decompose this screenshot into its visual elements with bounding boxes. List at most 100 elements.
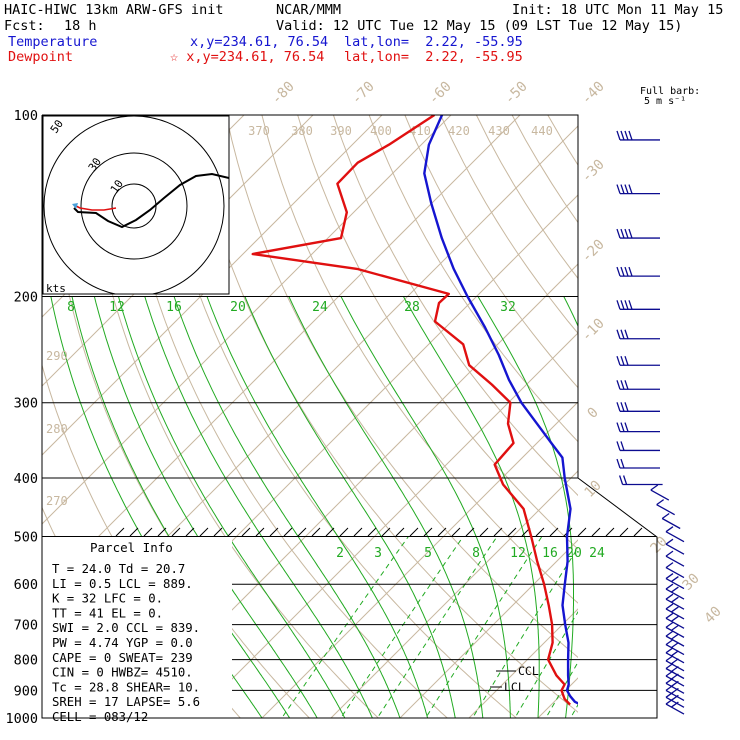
freezing-tick (129, 527, 139, 537)
mixing-ratio-line (570, 703, 578, 718)
wind-barb (616, 402, 660, 412)
wind-barb (665, 550, 685, 567)
parcel-info-row: SWI = 2.0 CCL = 839. (52, 621, 200, 635)
mixing-ratio-label: 12 (510, 546, 526, 561)
freezing-tick (339, 527, 349, 537)
hodograph-ring-label-10: 10 (108, 177, 126, 195)
parcel-info-title: Parcel Info (90, 540, 173, 555)
freezing-tick (143, 527, 153, 537)
wind-barb (665, 655, 685, 672)
dry-adiabat-line (261, 115, 578, 604)
isotherm-line (330, 470, 578, 718)
mixing-ratio-line (376, 536, 498, 718)
freezing-tick (549, 527, 559, 537)
freezing-tick (199, 527, 209, 537)
isotherm-line (42, 115, 383, 456)
sounding-profiles (251, 115, 578, 706)
dry-adiabat-line (154, 115, 518, 718)
dry-adiabat-line (332, 115, 578, 497)
hodograph-trace (73, 172, 229, 229)
wind-barb (665, 647, 685, 664)
mixing-ratio-label: 3 (374, 546, 382, 561)
mixing-ratio-labels: 2 3 5 8 12 16 20 24 (336, 546, 605, 561)
mixing-ratio-label: 8 (472, 546, 480, 561)
hodograph-low-level-trace (73, 204, 117, 211)
isentrope-label: 440 (531, 124, 553, 138)
moist-adiabat-line (477, 296, 574, 718)
mixing-ratio-line (471, 546, 578, 718)
isotherm-label: 0 (585, 405, 602, 422)
moist-adiabat-label: 12 (109, 300, 125, 315)
freezing-tick (255, 527, 265, 537)
mixing-ratio-lines (281, 536, 578, 718)
wind-barb (616, 266, 660, 277)
isotherm-label: -10 (579, 316, 608, 345)
isentrope-label: 270 (46, 494, 68, 508)
isentrope-label: 430 (488, 124, 510, 138)
parcel-info-row: TT = 41 EL = 0. (52, 606, 163, 620)
pressure-tick-label: 300 (14, 396, 38, 412)
parcel-info-row: CAPE = 0 SWEAT= 239 (52, 651, 193, 665)
pressure-tick-label: 600 (14, 577, 38, 593)
parcel-info-row: LI = 0.5 LCL = 889. (52, 577, 193, 591)
freezing-tick (451, 527, 461, 537)
dry-adiabat-line (619, 115, 740, 731)
dewpoint-latlon: lat,lon= 2.22, -55.95 (344, 49, 523, 65)
wind-barb (665, 583, 685, 600)
freezing-tick (479, 527, 489, 537)
hodograph-inset: 50 30 10 kts (42, 115, 230, 295)
parcel-info-row: PW = 4.74 YGP = 0.0 (52, 636, 193, 650)
dewpoint-legend-label: Dewpoint (8, 49, 74, 65)
freezing-tick (535, 527, 545, 537)
pressure-tick-label: 500 (14, 529, 38, 545)
moist-adiabat-line (676, 297, 740, 719)
dry-adiabat-line (475, 115, 578, 280)
mixing-ratio-line (340, 536, 464, 718)
parcel-info-row: SREH = 17 LAPSE= 5.6 (52, 695, 200, 709)
isotherm-line (468, 608, 578, 718)
isotherm-line (42, 115, 452, 525)
isentrope-label: 410 (409, 124, 431, 138)
freezing-tick (423, 527, 433, 537)
forecast-label: Fcst: (4, 18, 45, 34)
hodograph-units-label: kts (46, 282, 66, 295)
moist-adiabat-line (621, 297, 666, 719)
mixing-ratio-label: 20 (566, 546, 582, 561)
freezing-tick (213, 527, 223, 537)
lcl-label: LCL (504, 680, 525, 694)
hodograph-surface-marker (72, 203, 78, 209)
parcel-info-row: Tc = 28.8 SHEAR= 10. (52, 680, 200, 694)
temperature-grid-point: x,y=234.61, 76.54 (190, 34, 329, 50)
pressure-tick-label: 100 (14, 108, 38, 124)
dry-adiabat-line (190, 115, 578, 713)
mixing-ratio-line (281, 536, 409, 718)
wind-barb (656, 499, 675, 516)
freezing-tick (157, 527, 167, 537)
pressure-tick-label: 1000 (5, 711, 38, 727)
parcel-info-row: K = 32 LFC = 0. (52, 592, 163, 606)
freezing-tick (605, 527, 615, 537)
wind-barbs (616, 130, 685, 715)
mixing-ratio-line (514, 611, 578, 718)
isotherm-label: 40 (702, 604, 725, 627)
wind-barb (665, 526, 685, 543)
freezing-tick (577, 527, 587, 537)
isentrope-label: 290 (46, 349, 68, 363)
freezing-tick (367, 527, 377, 537)
plot-frame (41, 114, 658, 719)
dry-adiabat-line (404, 115, 578, 389)
wind-barb (616, 422, 660, 433)
moist-adiabat-labels: 8 12 16 20 24 28 32 (67, 300, 516, 315)
level-markers: CCL LCL (490, 664, 539, 694)
isotherm-label: -20 (579, 237, 608, 266)
freezing-tick (325, 527, 335, 537)
isentrope-label: 400 (370, 124, 392, 138)
isotherm-line (42, 115, 521, 594)
dry-adiabat-line (297, 115, 578, 550)
freezing-tick (465, 527, 475, 537)
pressure-labels: 100 200 300 400 500 600 700 800 900 1000 (5, 108, 38, 727)
pressure-tick-label: 800 (14, 653, 38, 669)
parcel-info-row: CELL = 083/12 (52, 710, 148, 724)
freezing-level-ticks (115, 527, 643, 537)
model-title: HAIC-HIWC 13km ARW-GFS init (4, 2, 224, 18)
